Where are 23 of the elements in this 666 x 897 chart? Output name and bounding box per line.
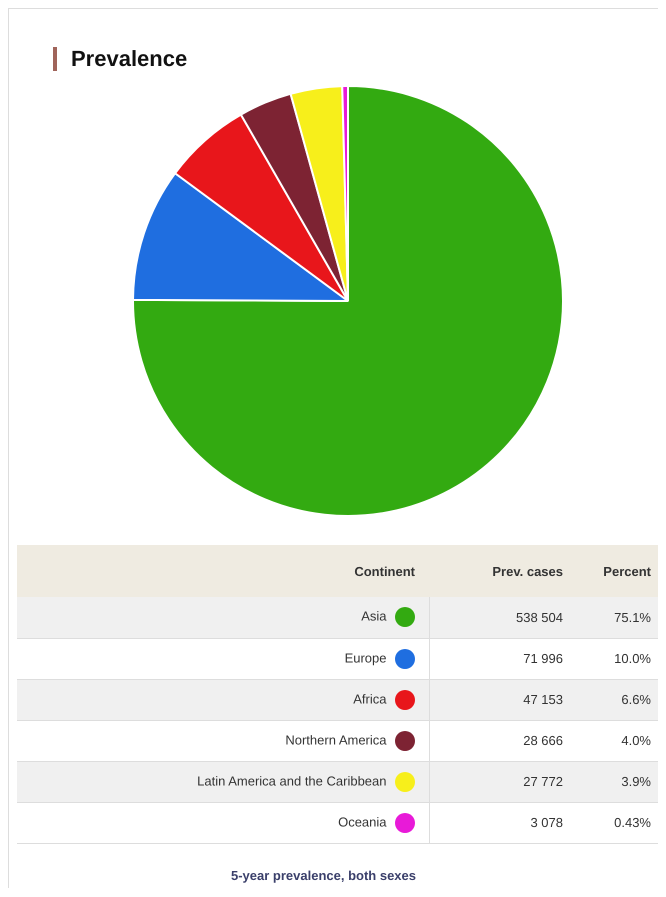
text: 5-year prevalence, both sexes bbox=[230, 868, 417, 882]
data-label: 3 078 bbox=[529, 814, 564, 832]
text: 4.0% bbox=[620, 732, 652, 750]
legend-label: Africa bbox=[353, 690, 386, 706]
legend-label: Latin America and the Caribbean bbox=[197, 772, 386, 788]
legend-label: Asia bbox=[361, 608, 386, 624]
data-label: 27 772 bbox=[522, 773, 564, 791]
data-label: 47 153 bbox=[522, 691, 564, 709]
text: 75.1% bbox=[613, 608, 652, 627]
text: 10.0% bbox=[613, 650, 652, 668]
data-label: 538 504 bbox=[515, 608, 564, 627]
legend-label: Oceania bbox=[338, 814, 386, 829]
legend-label: Europe bbox=[344, 650, 386, 665]
data-label: 28 666 bbox=[522, 732, 564, 750]
chart-title: Prevalence bbox=[71, 46, 188, 72]
text: Prev. cases bbox=[491, 562, 564, 580]
data-label: 71 996 bbox=[522, 650, 564, 668]
text: 6.6% bbox=[620, 691, 652, 709]
legend-title: Continent bbox=[353, 562, 416, 580]
text: 3.9% bbox=[620, 773, 652, 791]
legend-label: Northern America bbox=[285, 732, 386, 747]
text: 0.43% bbox=[613, 814, 652, 832]
text: Percent bbox=[602, 562, 652, 580]
